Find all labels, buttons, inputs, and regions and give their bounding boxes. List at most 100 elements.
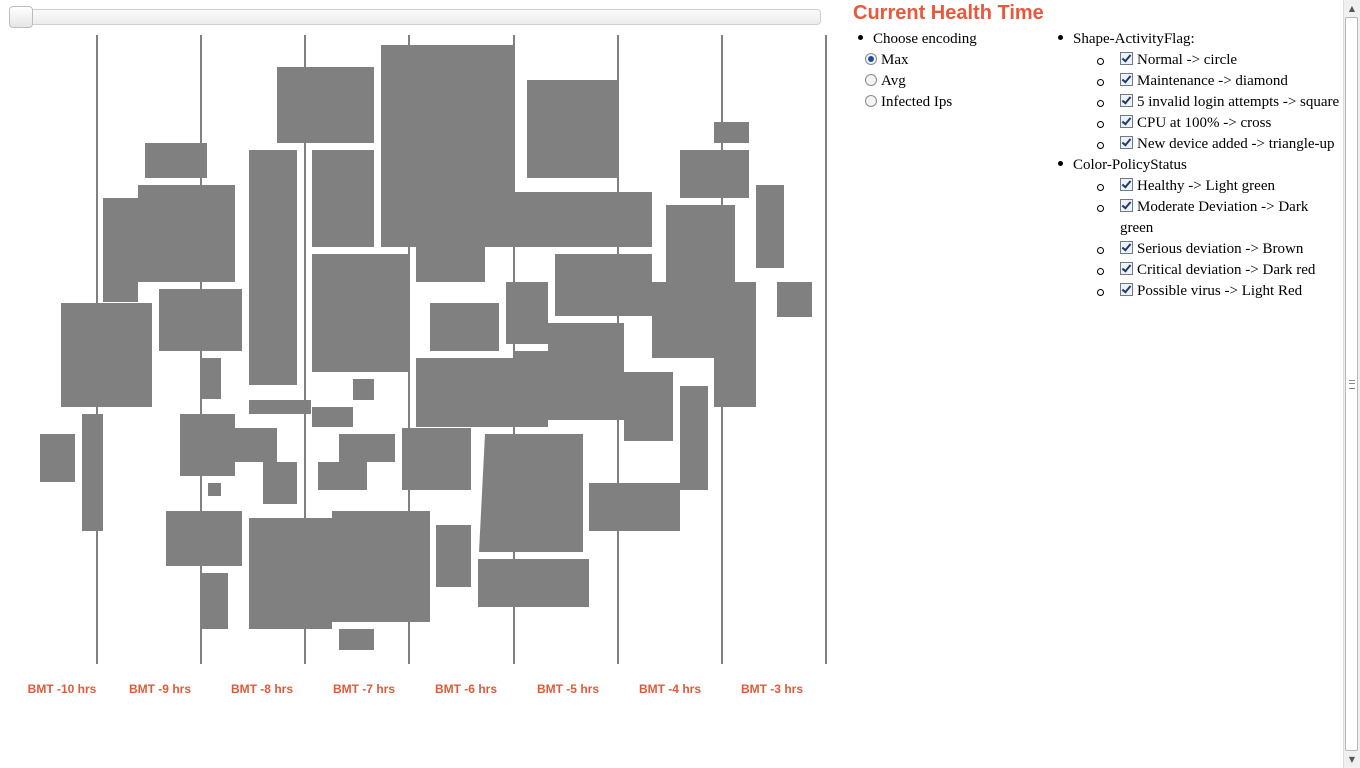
legend-item-cpu[interactable]: CPU at 100% -> cross: [1097, 113, 1342, 134]
device-cell[interactable]: [312, 150, 374, 247]
device-cell[interactable]: [714, 358, 756, 407]
legend-item-healthy[interactable]: Healthy -> Light green: [1097, 176, 1342, 197]
device-cell[interactable]: [166, 511, 242, 566]
device-cell[interactable]: [714, 122, 749, 143]
device-cell[interactable]: [527, 80, 618, 178]
circle-bullet-icon: [1097, 268, 1104, 275]
device-cell[interactable]: [548, 323, 624, 420]
device-cell[interactable]: [652, 282, 756, 358]
device-cell[interactable]: [624, 372, 673, 441]
device-cell[interactable]: [339, 434, 395, 462]
checkbox[interactable]: [1120, 283, 1133, 297]
circle-bullet-icon: [1097, 247, 1104, 254]
device-cell[interactable]: [514, 351, 548, 420]
legend-item-label: Normal -> circle: [1137, 52, 1238, 68]
legend-item-new-device[interactable]: New device added -> triangle-up: [1097, 134, 1342, 155]
circle-bullet-icon: [1097, 142, 1104, 149]
radio-button[interactable]: [865, 73, 877, 86]
device-cell[interactable]: [555, 254, 652, 316]
device-cell[interactable]: [402, 428, 471, 490]
device-cell[interactable]: [61, 303, 152, 407]
device-cell[interactable]: [436, 525, 471, 587]
radio-button[interactable]: [865, 52, 877, 65]
device-cell[interactable]: [82, 414, 103, 531]
time-label: BMT -10 hrs: [28, 682, 97, 696]
device-cell[interactable]: [430, 303, 499, 351]
device-cell[interactable]: [318, 462, 367, 490]
device-cell[interactable]: [332, 511, 430, 622]
device-cell[interactable]: [312, 407, 353, 427]
device-cell[interactable]: [381, 45, 514, 247]
legend-item-critical[interactable]: Critical deviation -> Dark red: [1097, 260, 1342, 281]
checkbox[interactable]: [1120, 94, 1133, 108]
encoding-option-avg[interactable]: Avg: [858, 71, 977, 92]
encoding-option-label: Infected Ips: [881, 94, 953, 110]
time-slider-handle[interactable]: [9, 6, 33, 28]
radio-button[interactable]: [865, 94, 877, 107]
device-cell[interactable]: [777, 282, 812, 317]
circle-bullet-icon: [1097, 121, 1104, 128]
checkbox[interactable]: [1120, 178, 1133, 192]
device-cell[interactable]: [249, 150, 297, 385]
encoding-option-max[interactable]: Max: [858, 50, 977, 71]
checkbox[interactable]: [1120, 73, 1133, 87]
device-cell[interactable]: [249, 400, 311, 414]
encoding-heading: Choose encoding: [858, 29, 977, 50]
legend-item-moderate[interactable]: Moderate Deviation -> Dark green: [1097, 197, 1342, 239]
device-cell[interactable]: [680, 150, 749, 198]
time-label: BMT -7 hrs: [333, 682, 395, 696]
legend-item-invalid-login[interactable]: 5 invalid login attempts -> square: [1097, 92, 1342, 113]
device-cell[interactable]: [208, 483, 221, 496]
legend-item-normal[interactable]: Normal -> circle: [1097, 50, 1342, 71]
time-slider[interactable]: [9, 6, 821, 28]
device-cell[interactable]: [249, 518, 332, 629]
device-cell[interactable]: [277, 67, 374, 143]
device-cell[interactable]: [235, 428, 277, 462]
device-cell[interactable]: [159, 289, 242, 351]
device-cell[interactable]: [479, 434, 583, 552]
device-cell[interactable]: [201, 358, 221, 399]
legend-item-virus[interactable]: Possible virus -> Light Red: [1097, 281, 1342, 302]
device-cell[interactable]: [339, 629, 374, 650]
device-cell[interactable]: [145, 143, 207, 178]
checkbox[interactable]: [1120, 262, 1133, 276]
bullet-icon: [858, 35, 863, 41]
legend-item-maintenance[interactable]: Maintenance -> diamond: [1097, 71, 1342, 92]
circle-bullet-icon: [1097, 205, 1104, 212]
circle-bullet-icon: [1097, 289, 1104, 296]
encoding-heading-label: Choose encoding: [873, 31, 977, 47]
legend-item-label: Maintenance -> diamond: [1137, 73, 1288, 89]
legend-item-label: Possible virus -> Light Red: [1137, 283, 1303, 299]
checkbox[interactable]: [1120, 199, 1133, 213]
device-cell[interactable]: [756, 185, 784, 268]
device-cell[interactable]: [138, 185, 235, 282]
device-cell[interactable]: [506, 282, 548, 344]
checkbox[interactable]: [1120, 115, 1133, 129]
page-title: Current Health Time: [853, 2, 1044, 24]
vertical-scrollbar[interactable]: ▲ ▼: [1343, 0, 1360, 768]
scroll-down-icon[interactable]: ▼: [1348, 755, 1356, 764]
legend-item-label: CPU at 100% -> cross: [1137, 115, 1272, 131]
device-cell[interactable]: [680, 386, 708, 490]
device-cell[interactable]: [416, 247, 485, 282]
device-cell[interactable]: [263, 462, 297, 504]
device-cell[interactable]: [514, 192, 652, 247]
device-cell[interactable]: [180, 414, 235, 476]
scroll-up-icon[interactable]: ▲: [1348, 4, 1356, 13]
device-cell[interactable]: [478, 559, 589, 607]
device-cell[interactable]: [103, 198, 138, 302]
device-cell[interactable]: [40, 434, 75, 482]
encoding-option-infected-ips[interactable]: Infected Ips: [858, 92, 977, 113]
shape-legend-heading: Shape-ActivityFlag:: [1058, 29, 1342, 50]
scrollbar-thumb[interactable]: [1345, 17, 1358, 751]
device-cell[interactable]: [353, 379, 374, 400]
checkbox[interactable]: [1120, 52, 1133, 66]
device-cell[interactable]: [666, 205, 735, 295]
device-cell[interactable]: [312, 254, 409, 372]
device-cell[interactable]: [201, 573, 228, 629]
legend-item-serious[interactable]: Serious deviation -> Brown: [1097, 239, 1342, 260]
time-labels: BMT -10 hrs BMT -9 hrs BMT -8 hrs BMT -7…: [28, 682, 804, 696]
checkbox[interactable]: [1120, 136, 1133, 150]
checkbox[interactable]: [1120, 241, 1133, 255]
device-cell[interactable]: [589, 483, 680, 531]
